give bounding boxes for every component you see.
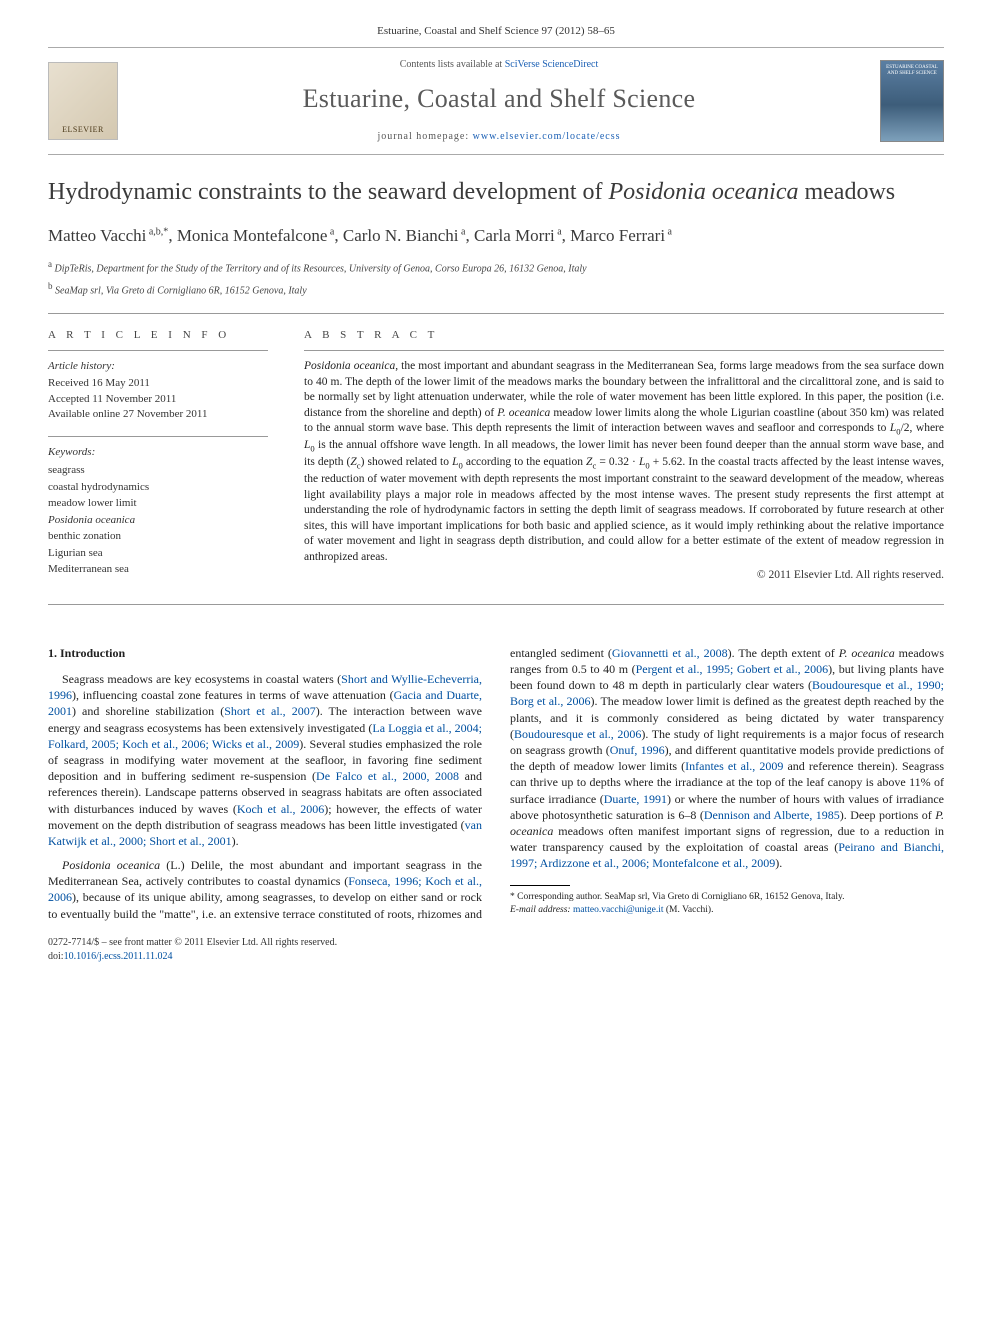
title-species: Posidonia oceanica xyxy=(609,179,799,205)
header-center: Contents lists available at SciVerse Sci… xyxy=(118,58,880,144)
elsevier-word: ELSEVIER xyxy=(62,125,104,136)
keywords-label: Keywords: xyxy=(48,445,268,460)
footnote-rule xyxy=(510,885,570,886)
keywords-block: Keywords: seagrass coastal hydrodynamics… xyxy=(48,436,268,577)
contents-available-line: Contents lists available at SciVerse Sci… xyxy=(128,58,870,72)
info-abstract-row: A R T I C L E I N F O Article history: R… xyxy=(48,328,944,584)
article-info-heading: A R T I C L E I N F O xyxy=(48,328,268,343)
header-citation: Estuarine, Coastal and Shelf Science 97 … xyxy=(48,24,944,39)
article-title: Hydrodynamic constraints to the seaward … xyxy=(48,177,944,207)
abstract-rule xyxy=(304,350,944,351)
title-pre: Hydrodynamic constraints to the seaward … xyxy=(48,179,609,205)
section-1-heading: 1. Introduction xyxy=(48,645,482,661)
info-rule xyxy=(48,350,268,351)
abstract-copyright: © 2011 Elsevier Ltd. All rights reserved… xyxy=(304,568,944,584)
email-line: E-mail address: matteo.vacchi@unige.it (… xyxy=(510,904,944,916)
email-link[interactable]: matteo.vacchi@unige.it xyxy=(573,905,664,915)
affiliations-block: a DipTeRis, Department for the Study of … xyxy=(48,258,944,299)
sciencedirect-link[interactable]: SciVerse ScienceDirect xyxy=(505,59,599,70)
footer-block: 0272-7714/$ – see front matter © 2011 El… xyxy=(48,936,944,964)
email-label: E-mail address: xyxy=(510,905,571,915)
journal-homepage-link[interactable]: www.elsevier.com/locate/ecss xyxy=(473,131,621,142)
history-online: Available online 27 November 2011 xyxy=(48,407,268,422)
keyword-4: benthic zonation xyxy=(48,528,268,545)
contents-prefix: Contents lists available at xyxy=(400,59,505,70)
footnote-block: * Corresponding author. SeaMap srl, Via … xyxy=(510,885,944,916)
abstract-col: A B S T R A C T Posidonia oceanica, the … xyxy=(304,328,944,584)
elsevier-logo: ELSEVIER xyxy=(48,62,118,140)
doi-prefix: doi: xyxy=(48,951,64,962)
keywords-rule xyxy=(48,436,268,437)
article-info-col: A R T I C L E I N F O Article history: R… xyxy=(48,328,268,584)
title-post: meadows xyxy=(798,179,895,205)
journal-cover-thumbnail: ESTUARINE COASTAL AND SHELF SCIENCE xyxy=(880,60,944,142)
keyword-1: coastal hydrodynamics xyxy=(48,479,268,496)
keyword-5: Ligurian sea xyxy=(48,545,268,562)
journal-homepage-line: journal homepage: www.elsevier.com/locat… xyxy=(128,130,870,144)
doi-line: doi:10.1016/j.ecss.2011.11.024 xyxy=(48,950,944,964)
affiliation-b: b SeaMap srl, Via Greto di Cornigliano 6… xyxy=(48,280,944,298)
journal-header-bar: ELSEVIER Contents lists available at Sci… xyxy=(48,47,944,155)
affiliation-a: a DipTeRis, Department for the Study of … xyxy=(48,258,944,276)
section-divider xyxy=(48,313,944,314)
keyword-0: seagrass xyxy=(48,462,268,479)
doi-link[interactable]: 10.1016/j.ecss.2011.11.024 xyxy=(64,951,173,962)
abstract-heading: A B S T R A C T xyxy=(304,328,944,343)
keyword-3: Posidonia oceanica xyxy=(48,512,268,529)
front-matter-line: 0272-7714/$ – see front matter © 2011 El… xyxy=(48,936,944,950)
journal-name: Estuarine, Coastal and Shelf Science xyxy=(128,81,870,116)
keyword-2: meadow lower limit xyxy=(48,495,268,512)
history-label: Article history: xyxy=(48,359,268,374)
history-accepted: Accepted 11 November 2011 xyxy=(48,392,268,407)
keyword-6: Mediterranean sea xyxy=(48,561,268,578)
homepage-prefix: journal homepage: xyxy=(377,131,472,142)
history-received: Received 16 May 2011 xyxy=(48,376,268,391)
body-columns: 1. Introduction Seagrass meadows are key… xyxy=(48,645,944,922)
abstract-text: Posidonia oceanica, the most important a… xyxy=(304,359,944,565)
authors-line: Matteo Vacchi a,b,*, Monica Montefalcone… xyxy=(48,225,944,248)
corresponding-author-note: * Corresponding author. SeaMap srl, Via … xyxy=(510,891,944,903)
section-divider-2 xyxy=(48,604,944,605)
email-suffix: (M. Vacchi). xyxy=(664,905,714,915)
intro-para-1: Seagrass meadows are key ecosystems in c… xyxy=(48,671,482,849)
